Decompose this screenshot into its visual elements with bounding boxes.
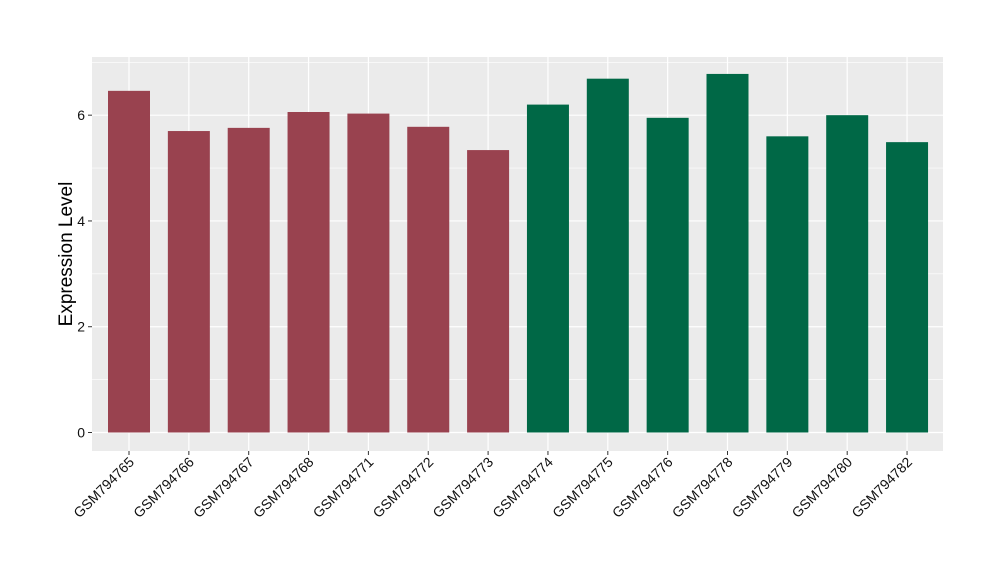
bar-GSM794775 [586, 78, 629, 433]
x-tick-label: GSM794782 [848, 454, 915, 521]
bar-GSM794766 [167, 131, 210, 433]
bar-GSM794767 [227, 127, 270, 433]
x-tick-label: GSM794772 [369, 454, 436, 521]
x-tick-label: GSM794773 [429, 454, 496, 521]
bar-GSM794782 [886, 142, 929, 433]
bar-GSM794779 [766, 136, 809, 433]
bar-GSM794773 [467, 150, 510, 433]
y-axis: 0 2 4 6 [77, 107, 92, 440]
x-axis: GSM794765GSM794766GSM794767GSM794768GSM7… [70, 451, 915, 521]
bar-GSM794776 [646, 117, 689, 433]
bar-GSM794765 [108, 90, 150, 433]
x-tick-label: GSM794774 [489, 454, 556, 521]
x-tick-label: GSM794768 [250, 454, 317, 521]
x-tick-label: GSM794771 [310, 454, 377, 521]
x-tick-label: GSM794776 [609, 454, 676, 521]
bar-GSM794774 [526, 104, 569, 433]
y-axis-title: Expression Level [56, 182, 77, 327]
bar-GSM794780 [826, 115, 869, 433]
y-tick-label: 6 [77, 107, 85, 123]
x-tick-label: GSM794766 [130, 454, 197, 521]
x-tick-label: GSM794765 [70, 454, 137, 521]
x-tick-label: GSM794780 [788, 454, 855, 521]
plot-panel [92, 57, 943, 451]
bars [108, 73, 929, 433]
y-tick-label: 2 [77, 319, 85, 335]
x-tick-label: GSM794775 [549, 454, 616, 521]
y-tick-label: 4 [77, 213, 85, 229]
bar-GSM794768 [287, 112, 330, 433]
bar-GSM794772 [407, 126, 450, 433]
y-tick-label: 0 [77, 424, 85, 440]
bar-GSM794771 [347, 113, 390, 433]
x-tick-label: GSM794778 [669, 454, 736, 521]
x-tick-label: GSM794779 [729, 454, 796, 521]
bar-GSM794778 [706, 73, 749, 433]
x-tick-label: GSM794767 [190, 454, 257, 521]
